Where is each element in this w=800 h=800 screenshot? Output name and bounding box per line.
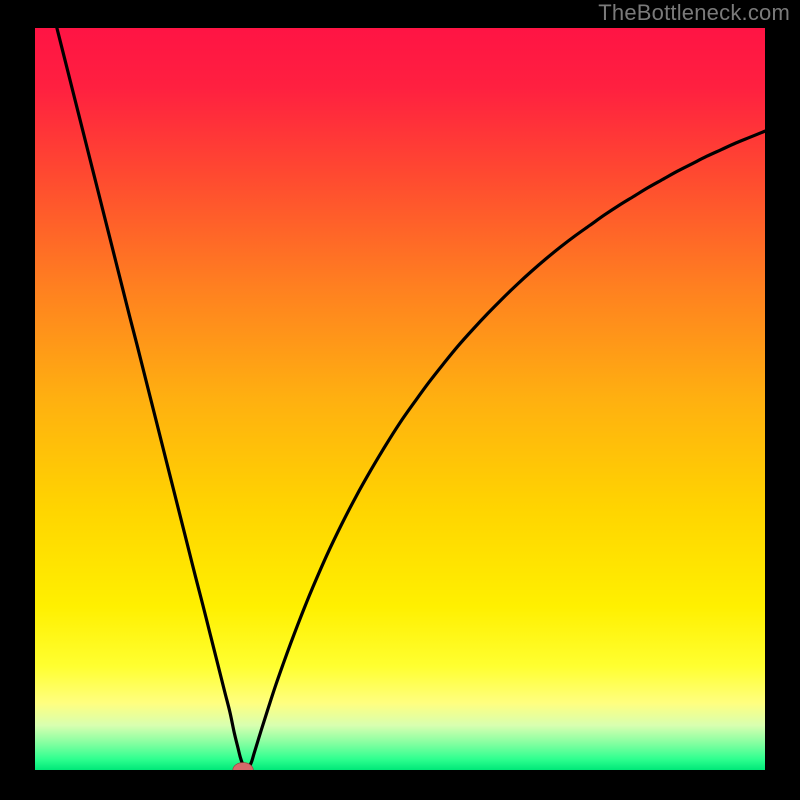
- plot-area: [35, 28, 765, 770]
- plot-background: [35, 28, 765, 770]
- chart-container: TheBottleneck.com: [0, 0, 800, 800]
- watermark-text: TheBottleneck.com: [598, 0, 790, 26]
- plot-svg: [35, 28, 765, 770]
